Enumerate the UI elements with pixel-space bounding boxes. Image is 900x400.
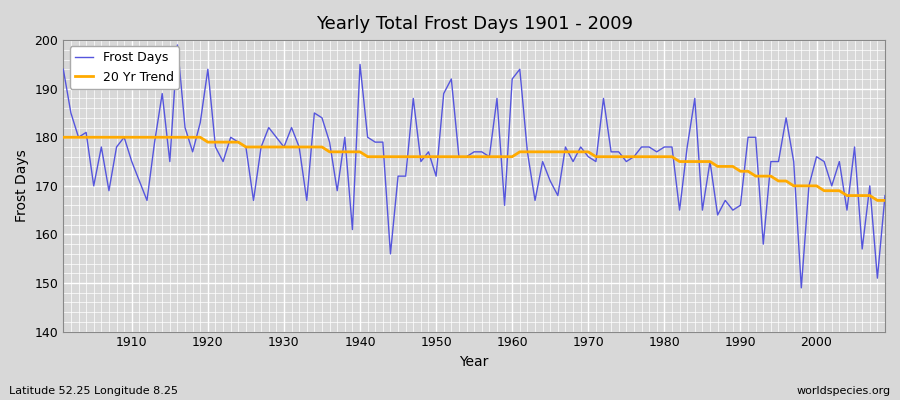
Line: Frost Days: Frost Days — [63, 45, 885, 288]
20 Yr Trend — [500, 154, 510, 159]
Frost Days — [796, 286, 806, 290]
20 Yr Trend — [286, 144, 297, 149]
20 Yr Trend — [58, 135, 68, 140]
Frost Days — [606, 150, 616, 154]
20 Yr Trend — [332, 150, 343, 154]
20 Yr Trend — [598, 154, 609, 159]
Frost Days — [172, 42, 183, 47]
20 Yr Trend — [507, 154, 517, 159]
Y-axis label: Frost Days: Frost Days — [15, 150, 29, 222]
Frost Days — [507, 76, 517, 81]
Frost Days — [879, 193, 890, 198]
Frost Days — [293, 144, 304, 149]
X-axis label: Year: Year — [460, 355, 489, 369]
Line: 20 Yr Trend: 20 Yr Trend — [63, 137, 885, 200]
20 Yr Trend — [872, 198, 883, 203]
20 Yr Trend — [879, 198, 890, 203]
Frost Days — [339, 135, 350, 140]
Text: Latitude 52.25 Longitude 8.25: Latitude 52.25 Longitude 8.25 — [9, 386, 178, 396]
Frost Days — [119, 135, 130, 140]
Frost Days — [515, 67, 526, 72]
Title: Yearly Total Frost Days 1901 - 2009: Yearly Total Frost Days 1901 - 2009 — [316, 15, 633, 33]
20 Yr Trend — [119, 135, 130, 140]
Text: worldspecies.org: worldspecies.org — [796, 386, 891, 396]
Frost Days — [58, 67, 68, 72]
Legend: Frost Days, 20 Yr Trend: Frost Days, 20 Yr Trend — [69, 46, 179, 89]
